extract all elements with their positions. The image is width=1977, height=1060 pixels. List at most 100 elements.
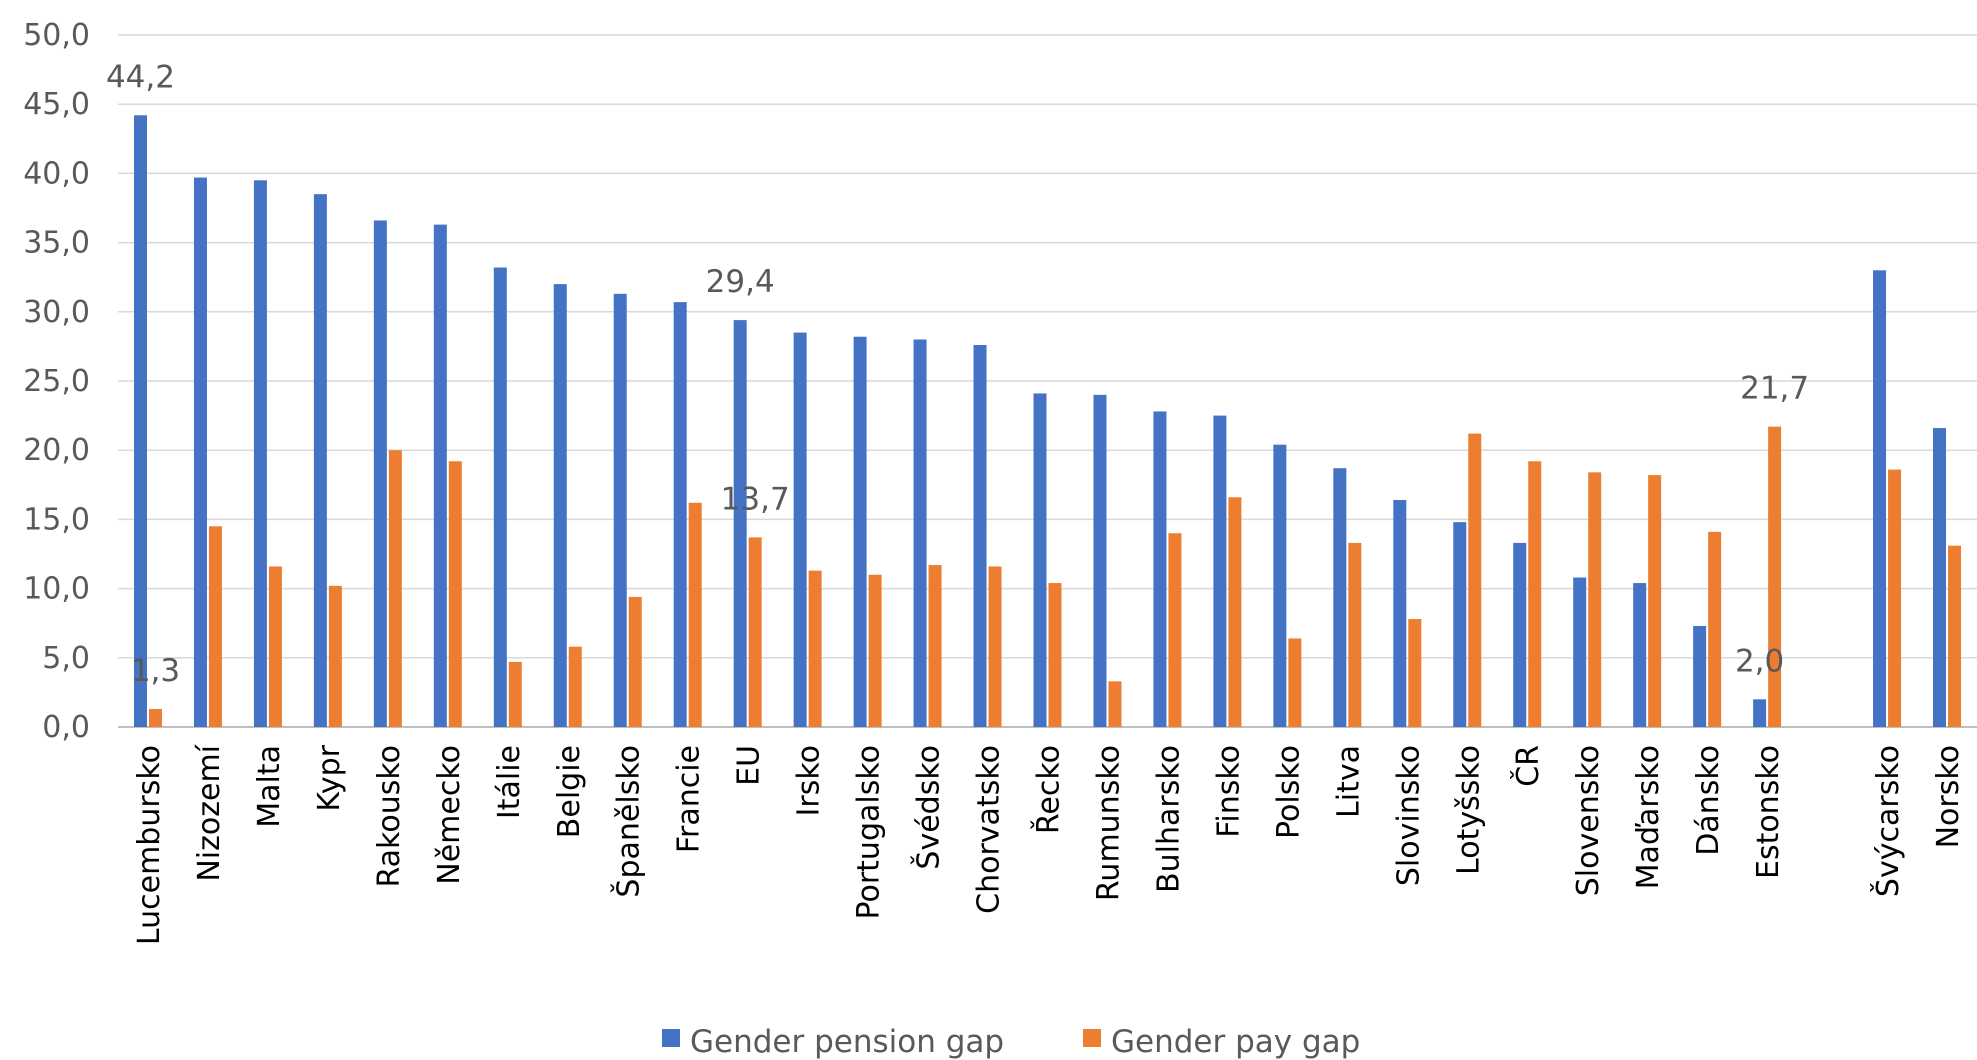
bar-pay-gap bbox=[1048, 583, 1062, 727]
x-tick-label: ČR bbox=[1509, 745, 1546, 787]
bar-pension-gap bbox=[1153, 411, 1167, 727]
bar-pay-gap bbox=[388, 450, 402, 727]
bar-pay-gap bbox=[928, 565, 942, 727]
data-labels: 44,2 1,3 29,4 13,7 2,0 21,7 bbox=[106, 59, 1809, 689]
x-tick-label: Německo bbox=[432, 745, 467, 885]
bar-pension-gap bbox=[433, 224, 447, 727]
y-tick-label: 15,0 bbox=[23, 502, 90, 537]
bar-pension-gap bbox=[133, 115, 147, 728]
bar-pay-gap bbox=[1108, 681, 1122, 727]
x-tick-label: Lotyšsko bbox=[1451, 745, 1486, 875]
bar-pay-gap bbox=[1948, 545, 1962, 727]
legend-swatch-pay bbox=[1083, 1029, 1101, 1047]
bar-pay-gap bbox=[1168, 533, 1182, 727]
legend-label-pension: Gender pension gap bbox=[690, 1024, 1004, 1060]
data-label: 2,0 bbox=[1735, 643, 1784, 679]
bar-pay-gap bbox=[148, 709, 162, 727]
bar-pension-gap bbox=[1273, 444, 1287, 727]
x-axis: Lucembursko Nizozemí Malta Kypr Rakousko Něme… bbox=[132, 743, 1966, 945]
data-label: 1,3 bbox=[131, 653, 180, 689]
bar-pay-gap bbox=[748, 537, 762, 727]
bar-pension-gap bbox=[1513, 542, 1527, 727]
y-tick-label: 50,0 bbox=[23, 18, 90, 53]
x-tick-label: Irsko bbox=[792, 745, 827, 816]
x-tick-label: Estonsko bbox=[1751, 745, 1786, 879]
x-tick-label: Slovensko bbox=[1571, 745, 1606, 896]
bars bbox=[133, 115, 1962, 728]
bar-pay-gap bbox=[1348, 542, 1362, 727]
bar-pension-gap bbox=[1333, 468, 1347, 727]
x-tick-label: Řecko bbox=[1031, 745, 1067, 834]
bar-pay-gap bbox=[988, 566, 1002, 727]
bar-pay-gap bbox=[1288, 638, 1302, 727]
y-tick-label: 20,0 bbox=[23, 433, 90, 468]
bar-pension-gap bbox=[1393, 500, 1407, 727]
bar-pension-gap bbox=[1213, 415, 1227, 727]
x-tick-label: Francie bbox=[672, 745, 707, 853]
bar-pay-gap bbox=[1888, 469, 1902, 727]
bar-pay-gap bbox=[808, 570, 822, 727]
bar-pension-gap bbox=[253, 180, 267, 727]
x-tick-label: Rumunsko bbox=[1091, 745, 1126, 901]
bar-pay-gap bbox=[1588, 472, 1602, 727]
x-tick-label: Švýcarsko bbox=[1869, 745, 1906, 897]
legend-swatch-pension bbox=[662, 1029, 680, 1047]
x-tick-label: Dánsko bbox=[1691, 745, 1726, 856]
bar-pension-gap bbox=[1753, 699, 1767, 727]
y-tick-label: 40,0 bbox=[23, 156, 90, 191]
x-tick-label: Švédsko bbox=[910, 745, 947, 870]
y-axis: 0,0 5,0 10,0 15,0 20,0 25,0 30,0 35,0 40,0 45,0 50… bbox=[23, 18, 90, 745]
x-tick-label: Chorvatsko bbox=[972, 745, 1007, 914]
bar-pension-gap bbox=[553, 284, 567, 727]
x-tick-label: Slovinsko bbox=[1391, 745, 1426, 886]
bar-pay-gap bbox=[448, 461, 462, 727]
data-label: 21,7 bbox=[1740, 371, 1809, 407]
bar-pension-gap bbox=[193, 177, 207, 727]
y-tick-label: 25,0 bbox=[23, 364, 90, 399]
bar-pay-gap bbox=[208, 526, 222, 727]
y-tick-label: 5,0 bbox=[42, 641, 90, 676]
y-tick-label: 30,0 bbox=[23, 295, 90, 330]
x-tick-label: Portugalsko bbox=[852, 745, 887, 920]
bar-pay-gap bbox=[1228, 497, 1242, 727]
bar-pay-gap bbox=[1468, 433, 1482, 727]
bar-pay-gap bbox=[868, 574, 882, 727]
bar-pay-gap bbox=[268, 566, 282, 727]
bar-pay-gap bbox=[688, 502, 702, 727]
x-tick-label: Nizozemí bbox=[192, 743, 227, 881]
x-tick-label: Itálie bbox=[492, 745, 527, 819]
bar-pension-gap bbox=[1693, 625, 1707, 727]
data-label: 13,7 bbox=[721, 481, 790, 517]
x-tick-label: Maďarsko bbox=[1631, 745, 1666, 889]
y-tick-label: 45,0 bbox=[23, 87, 90, 122]
x-tick-label: Lucembursko bbox=[132, 745, 167, 945]
x-tick-label: Norsko bbox=[1931, 745, 1966, 848]
y-tick-label: 35,0 bbox=[23, 226, 90, 261]
y-tick-label: 0,0 bbox=[42, 710, 90, 745]
bar-pay-gap bbox=[1408, 619, 1422, 727]
bar-pension-gap bbox=[1093, 394, 1107, 727]
bar-pension-gap bbox=[613, 293, 627, 727]
x-tick-label: Malta bbox=[252, 745, 287, 828]
legend-label-pay: Gender pay gap bbox=[1111, 1024, 1360, 1060]
x-tick-label: Finsko bbox=[1211, 745, 1246, 838]
x-tick-label: Bulharsko bbox=[1151, 745, 1186, 893]
bar-pension-gap bbox=[853, 336, 867, 727]
y-tick-label: 10,0 bbox=[23, 572, 90, 607]
bar-pay-gap bbox=[1648, 475, 1662, 727]
x-tick-label: Rakousko bbox=[372, 745, 407, 888]
x-tick-label: Litva bbox=[1331, 745, 1366, 818]
data-label: 29,4 bbox=[706, 264, 775, 300]
x-tick-label: EU bbox=[732, 745, 767, 786]
legend: Gender pension gap Gender pay gap bbox=[662, 1024, 1360, 1060]
bar-pension-gap bbox=[973, 345, 987, 727]
bar-pension-gap bbox=[1933, 428, 1947, 727]
bar-pay-gap bbox=[328, 585, 342, 727]
bar-pension-gap bbox=[733, 320, 747, 727]
data-label: 44,2 bbox=[106, 59, 175, 95]
bar-pension-gap bbox=[1873, 270, 1887, 727]
bar-pay-gap bbox=[508, 661, 522, 727]
bar-pension-gap bbox=[1633, 583, 1647, 727]
bar-pay-gap bbox=[1708, 531, 1722, 727]
